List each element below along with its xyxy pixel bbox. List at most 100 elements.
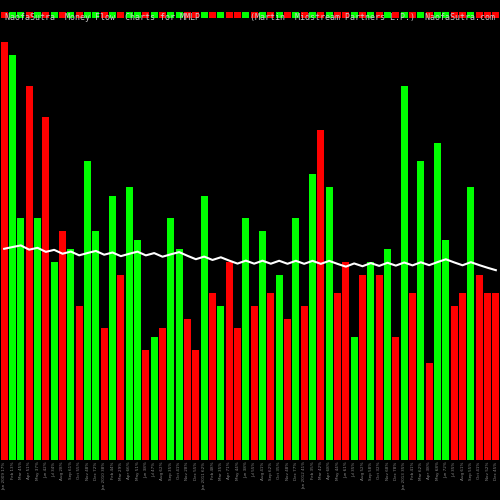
Bar xyxy=(34,12,41,18)
Bar xyxy=(276,12,282,18)
Bar xyxy=(400,12,407,18)
Bar xyxy=(34,218,41,460)
Bar xyxy=(134,240,141,460)
Bar xyxy=(184,319,191,460)
Bar xyxy=(76,12,82,18)
Bar xyxy=(426,363,432,460)
Bar xyxy=(159,328,166,460)
Bar xyxy=(68,249,74,460)
Bar xyxy=(300,306,308,460)
Bar xyxy=(359,12,366,18)
Bar xyxy=(218,306,224,460)
Bar xyxy=(309,174,316,460)
Bar xyxy=(59,12,66,18)
Bar xyxy=(118,275,124,460)
Bar xyxy=(18,218,24,460)
Bar xyxy=(26,86,32,460)
Bar xyxy=(150,12,158,18)
Bar xyxy=(192,12,200,18)
Bar xyxy=(250,12,258,18)
Bar xyxy=(0,42,7,460)
Bar xyxy=(126,187,132,460)
Bar xyxy=(92,12,100,18)
Bar xyxy=(68,12,74,18)
Bar xyxy=(392,337,400,460)
Bar xyxy=(76,306,82,460)
Bar xyxy=(409,293,416,460)
Bar xyxy=(209,12,216,18)
Bar xyxy=(84,161,91,460)
Bar xyxy=(476,12,482,18)
Bar xyxy=(326,12,332,18)
Bar xyxy=(42,12,50,18)
Bar xyxy=(376,12,382,18)
Bar xyxy=(476,275,482,460)
Bar xyxy=(176,12,182,18)
Bar xyxy=(18,12,24,18)
Bar xyxy=(426,12,432,18)
Bar xyxy=(484,293,491,460)
Bar xyxy=(342,262,349,460)
Bar xyxy=(168,12,174,18)
Bar xyxy=(0,12,7,18)
Bar xyxy=(459,293,466,460)
Bar xyxy=(50,12,58,18)
Bar xyxy=(134,12,141,18)
Bar xyxy=(150,337,158,460)
Bar xyxy=(468,187,474,460)
Bar xyxy=(118,12,124,18)
Bar xyxy=(384,249,391,460)
Bar xyxy=(259,231,266,460)
Bar xyxy=(268,293,274,460)
Text: NaofaSutra  Money Flow  Charts for MMLP          (Martin  Midstream Partners L.P: NaofaSutra Money Flow Charts for MMLP (M… xyxy=(5,12,495,22)
Bar xyxy=(226,262,232,460)
Bar xyxy=(442,240,450,460)
Bar xyxy=(418,161,424,460)
Bar xyxy=(318,12,324,18)
Bar xyxy=(334,12,341,18)
Bar xyxy=(92,231,100,460)
Bar xyxy=(209,293,216,460)
Bar xyxy=(200,12,207,18)
Bar xyxy=(442,12,450,18)
Bar xyxy=(492,293,500,460)
Bar xyxy=(342,12,349,18)
Bar xyxy=(242,218,250,460)
Bar xyxy=(234,12,241,18)
Bar xyxy=(492,12,500,18)
Bar xyxy=(242,12,250,18)
Bar xyxy=(459,12,466,18)
Bar xyxy=(268,12,274,18)
Bar xyxy=(400,86,407,460)
Bar xyxy=(126,12,132,18)
Bar xyxy=(334,293,341,460)
Bar xyxy=(350,12,358,18)
Bar xyxy=(318,130,324,460)
Bar xyxy=(250,306,258,460)
Bar xyxy=(450,306,458,460)
Bar xyxy=(218,12,224,18)
Bar xyxy=(434,12,441,18)
Bar xyxy=(100,328,107,460)
Bar xyxy=(309,12,316,18)
Bar xyxy=(384,12,391,18)
Bar xyxy=(84,12,91,18)
Bar xyxy=(300,12,308,18)
Bar xyxy=(484,12,491,18)
Bar xyxy=(392,12,400,18)
Bar xyxy=(284,319,291,460)
Bar xyxy=(409,12,416,18)
Bar xyxy=(142,350,150,460)
Bar xyxy=(259,12,266,18)
Bar xyxy=(284,12,291,18)
Bar xyxy=(234,328,241,460)
Bar xyxy=(168,218,174,460)
Bar xyxy=(159,12,166,18)
Bar xyxy=(376,275,382,460)
Bar xyxy=(109,12,116,18)
Bar xyxy=(192,350,200,460)
Bar xyxy=(176,249,182,460)
Bar xyxy=(9,55,16,460)
Bar xyxy=(350,337,358,460)
Bar xyxy=(100,12,107,18)
